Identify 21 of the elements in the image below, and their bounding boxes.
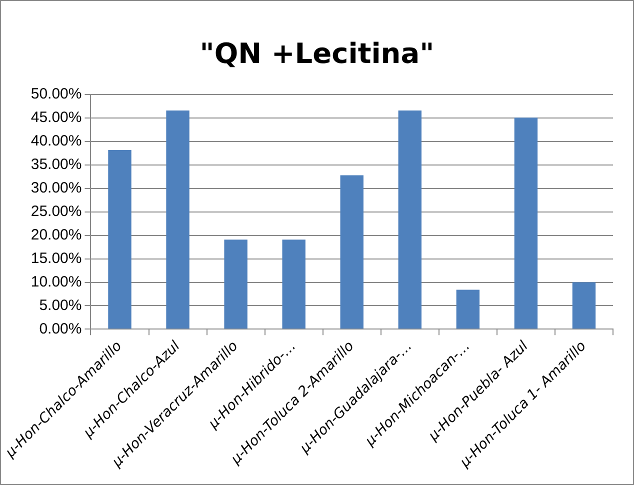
y-tick-label: 50.00% <box>30 86 82 103</box>
bar <box>282 240 306 329</box>
bar <box>108 150 132 329</box>
bar <box>456 290 480 329</box>
bar <box>572 282 596 329</box>
y-tick-label: 35.00% <box>30 156 82 174</box>
y-tick-label: 25.00% <box>30 203 82 220</box>
chart-title: "QN +Lecitina" <box>200 37 434 70</box>
bar <box>514 118 538 329</box>
y-tick-label: 30.00% <box>30 180 82 197</box>
y-tick-label: 5.00% <box>39 296 82 314</box>
bar <box>398 110 422 329</box>
y-tick-label: 40.00% <box>30 132 82 150</box>
bar <box>340 175 364 329</box>
y-tick-label: 15.00% <box>30 250 82 267</box>
y-tick-label: 0.00% <box>39 320 82 338</box>
bar <box>224 240 248 329</box>
y-tick-label: 20.00% <box>30 226 82 244</box>
bar <box>166 110 190 329</box>
y-tick-label: 10.00% <box>30 273 82 290</box>
y-tick-label: 45.00% <box>30 109 82 126</box>
